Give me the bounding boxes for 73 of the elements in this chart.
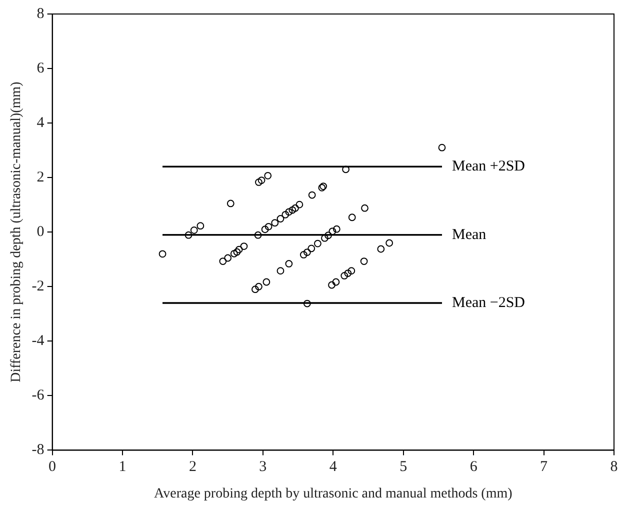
point <box>276 267 284 275</box>
x-tick-label: 2 <box>188 459 196 476</box>
point <box>344 270 352 277</box>
x-tick-label: 3 <box>259 459 267 476</box>
point <box>264 172 272 180</box>
point <box>340 272 348 280</box>
x-axis-title: Average probing depth by ultrasonic and manual methods (mm) <box>154 486 513 502</box>
point <box>300 251 308 258</box>
point <box>288 206 296 214</box>
point <box>184 231 192 239</box>
y-tick-label: 0 <box>36 224 44 240</box>
point <box>314 240 322 248</box>
point <box>361 204 368 212</box>
point <box>258 176 266 184</box>
point <box>230 250 238 258</box>
y-tick-label: 8 <box>36 6 44 22</box>
point <box>285 208 293 216</box>
point <box>282 210 290 218</box>
point <box>252 286 259 294</box>
point <box>190 226 198 234</box>
point <box>261 226 269 234</box>
point <box>255 178 262 186</box>
point <box>308 191 316 199</box>
x-tick-label: 0 <box>48 459 56 476</box>
point <box>276 215 284 222</box>
y-tick-label: -2 <box>32 278 44 295</box>
point <box>158 250 166 258</box>
point <box>360 258 368 265</box>
point <box>271 219 279 227</box>
point <box>332 278 340 286</box>
point <box>348 267 356 275</box>
x-tick-label: 1 <box>118 459 126 476</box>
point <box>324 232 332 240</box>
point <box>226 200 234 208</box>
point <box>233 248 241 256</box>
point <box>224 254 232 262</box>
point <box>264 222 272 230</box>
y-tick-label: 4 <box>36 114 45 131</box>
y-tick-label: -4 <box>32 333 45 350</box>
x-tick-label: 4 <box>329 459 338 476</box>
point <box>240 242 248 250</box>
point <box>196 222 204 230</box>
ref-line-label: Mean −2SD <box>452 294 526 311</box>
x-tick-label: 7 <box>540 459 548 476</box>
point <box>348 214 356 222</box>
point <box>255 282 262 290</box>
point <box>332 225 340 233</box>
point <box>235 246 243 254</box>
point <box>285 260 293 268</box>
point <box>342 166 350 174</box>
point <box>254 231 262 239</box>
x-tick-label: 5 <box>400 459 408 476</box>
point <box>328 228 336 235</box>
point <box>219 258 227 265</box>
point <box>328 281 336 289</box>
point <box>308 244 316 252</box>
point <box>438 144 446 152</box>
point <box>262 278 270 286</box>
ref-line-label: Mean <box>452 226 487 243</box>
x-tick-label: 6 <box>470 459 478 476</box>
point <box>303 300 311 308</box>
point <box>292 204 299 212</box>
point <box>303 248 311 256</box>
point <box>296 200 304 208</box>
y-tick-label: 6 <box>36 60 45 76</box>
ref-line-label: Mean +2SD <box>452 158 526 175</box>
x-tick-label: 8 <box>610 459 618 476</box>
point <box>386 239 394 247</box>
y-tick-label: -6 <box>32 388 45 404</box>
point <box>377 245 385 253</box>
y-tick-label: 2 <box>36 170 44 186</box>
y-axis-title: Difference in probing depth (ultrasonic-manual)(mm) <box>9 81 24 382</box>
y-tick-label: -8 <box>32 442 44 458</box>
